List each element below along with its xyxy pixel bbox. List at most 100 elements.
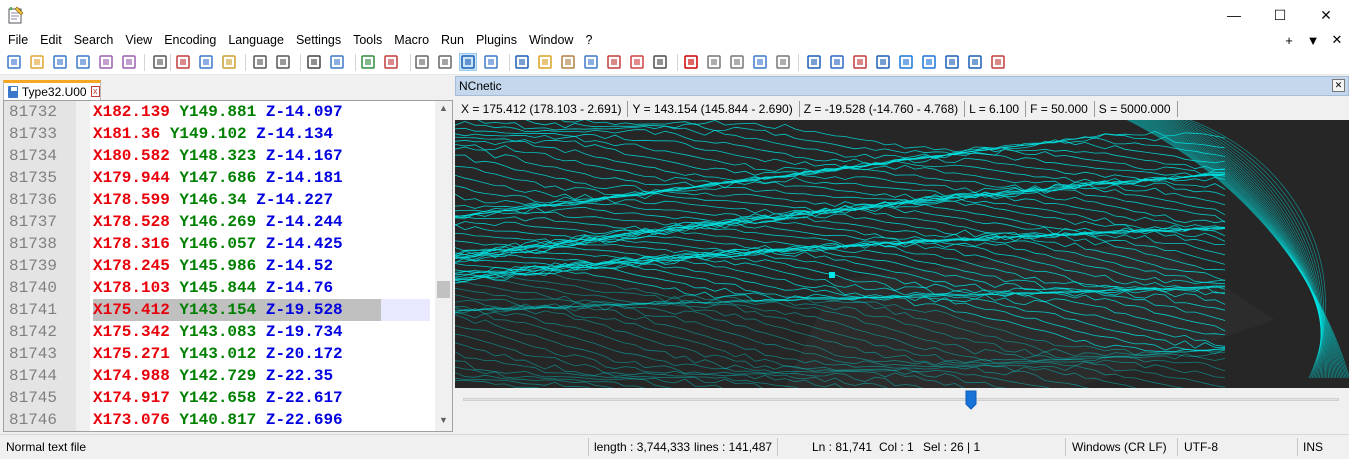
close-window-button[interactable]: ✕ (1320, 6, 1332, 23)
sync-horizontal-icon[interactable] (437, 54, 453, 70)
editor-tab-strip: Type32.U00 x (0, 76, 453, 100)
close-document-button[interactable]: ✕ (1331, 32, 1343, 47)
playback-slider-track[interactable] (463, 398, 1339, 401)
gcode-x-word: X175.342 (93, 323, 170, 341)
menu-encoding[interactable]: Encoding (164, 33, 217, 47)
code-line[interactable]: 81743 X175.271 Y143.012 Z-20.172 (4, 343, 430, 365)
play-macro-icon[interactable] (729, 54, 745, 70)
nc-icon-7[interactable] (944, 54, 960, 70)
menu-window[interactable]: Window (528, 33, 574, 47)
vertical-scrollbar[interactable]: ▲ ▼ (435, 101, 452, 431)
code-line[interactable]: 81744 X174.988 Y142.729 Z-22.35 (4, 365, 430, 387)
code-line[interactable]: 81742 X175.342 Y143.083 Z-19.734 (4, 321, 430, 343)
word-wrap-icon[interactable] (459, 53, 477, 71)
maximize-button[interactable]: ☐ (1273, 6, 1287, 23)
new-file-icon[interactable] (6, 54, 22, 70)
gcode-z-word: Z-22.617 (265, 389, 343, 407)
print-icon[interactable] (152, 54, 168, 70)
nc-icon-8[interactable] (967, 54, 983, 70)
nc-icon-3[interactable] (852, 54, 868, 70)
doc-map-icon[interactable] (560, 54, 576, 70)
toolbar-separator (170, 54, 171, 71)
nc-icon-9[interactable] (990, 54, 1006, 70)
menu-macro[interactable]: Macro (394, 33, 430, 47)
scroll-down-arrow-icon[interactable]: ▼ (439, 415, 448, 425)
menu-search[interactable]: Search (73, 33, 114, 47)
playback-slider-thumb[interactable] (965, 390, 977, 410)
open-file-icon[interactable] (29, 54, 45, 70)
close-panel-icon[interactable]: ✕ (1332, 79, 1345, 92)
ncnetic-panel-header: NCnetic ✕ (455, 76, 1349, 96)
stop-macro-icon[interactable] (706, 54, 722, 70)
menu-edit[interactable]: Edit (40, 33, 62, 47)
paste-icon[interactable] (221, 54, 237, 70)
copy-icon[interactable] (198, 54, 214, 70)
scrollbar-thumb[interactable] (437, 281, 450, 298)
zoom-in-icon[interactable] (360, 54, 376, 70)
replace-icon[interactable] (329, 54, 345, 70)
menu-tools[interactable]: Tools (353, 33, 383, 47)
menu-run[interactable]: Run (441, 33, 464, 47)
gcode-x-word: X175.271 (93, 345, 170, 363)
code-line[interactable]: 81738 X178.316 Y146.057 Z-14.425 (4, 233, 430, 255)
code-editor[interactable]: 81732 X182.139 Y149.881 Z-14.097 81733 X181… (3, 100, 453, 432)
toolpath-3d-view[interactable] (455, 120, 1349, 388)
nc-icon-1[interactable] (806, 54, 822, 70)
code-line[interactable]: 81740 X178.103 Y145.844 Z-14.76 (4, 277, 430, 299)
gcode-text: X179.944 Y147.686 Z-14.181 (93, 167, 343, 189)
code-line[interactable]: 81739 X178.245 Y145.986 Z-14.52 (4, 255, 430, 277)
nc-icon-2[interactable] (829, 54, 845, 70)
record-macro-icon[interactable] (683, 54, 699, 70)
gcode-y-word: Y145.844 (179, 279, 257, 297)
zoom-out-icon[interactable] (383, 54, 399, 70)
doc-list-icon[interactable] (583, 54, 599, 70)
undo-icon[interactable] (252, 54, 268, 70)
close-icon[interactable] (98, 54, 114, 70)
new-tab-button[interactable]: + (1285, 32, 1293, 48)
menu-language[interactable]: Language (228, 33, 284, 47)
code-line[interactable]: 81733 X181.36 Y149.102 Z-14.134 (4, 123, 430, 145)
indent-guide-icon[interactable] (514, 54, 530, 70)
code-line[interactable]: 81746 X173.076 Y140.817 Z-22.696 (4, 409, 430, 431)
nc-down-icon[interactable] (921, 54, 937, 70)
gcode-x-word: X178.245 (93, 257, 170, 275)
scroll-up-arrow-icon[interactable]: ▲ (439, 103, 448, 113)
monitoring-icon[interactable] (652, 54, 668, 70)
tab-type32-u00[interactable]: Type32.U00 x (3, 80, 101, 100)
save-all-icon[interactable] (75, 54, 91, 70)
udl-icon[interactable] (537, 54, 553, 70)
sync-vertical-icon[interactable] (414, 54, 430, 70)
menu-help[interactable]: ? (585, 33, 593, 47)
code-line[interactable]: 81734 X180.582 Y148.323 Z-14.167 (4, 145, 430, 167)
code-line[interactable]: 81736 X178.599 Y146.34 Z-14.227 (4, 189, 430, 211)
function-list-icon[interactable] (606, 54, 622, 70)
close-all-icon[interactable] (121, 54, 137, 70)
save-macro-icon[interactable] (775, 54, 791, 70)
gcode-text: X174.917 Y142.658 Z-22.617 (93, 387, 343, 409)
code-line[interactable]: 81732 X182.139 Y149.881 Z-14.097 (4, 101, 430, 123)
gcode-text: X178.599 Y146.34 Z-14.227 (93, 189, 333, 211)
status-selection: Sel : 26 | 1 (923, 440, 981, 454)
code-line[interactable]: 81735 X179.944 Y147.686 Z-14.181 (4, 167, 430, 189)
menu-settings[interactable]: Settings (295, 33, 342, 47)
redo-icon[interactable] (275, 54, 291, 70)
code-line[interactable]: 81737 X178.528 Y146.269 Z-14.244 (4, 211, 430, 233)
tab-list-dropdown[interactable]: ▼ (1306, 32, 1320, 48)
code-line[interactable]: 81745 X174.917 Y142.658 Z-22.617 (4, 387, 430, 409)
close-tab-icon[interactable]: x (90, 86, 100, 97)
menu-view[interactable]: View (125, 33, 153, 47)
menu-file[interactable]: File (8, 33, 29, 47)
show-all-chars-icon[interactable] (483, 54, 499, 70)
menu-plugins[interactable]: Plugins (475, 33, 517, 47)
minimize-button[interactable]: — (1227, 7, 1241, 23)
nc-icon-4[interactable] (875, 54, 891, 70)
run-macro-multiple-icon[interactable] (752, 54, 768, 70)
folder-workspace-icon[interactable] (629, 54, 645, 70)
save-icon[interactable] (52, 54, 68, 70)
toolbar-separator (509, 54, 510, 71)
gcode-y-word: Y143.154 (179, 301, 257, 319)
cut-icon[interactable] (175, 54, 191, 70)
find-icon[interactable] (306, 54, 322, 70)
code-line[interactable]: 81741 X175.412 Y143.154 Z-19.528 (4, 299, 430, 321)
nc-up-icon[interactable] (898, 54, 914, 70)
